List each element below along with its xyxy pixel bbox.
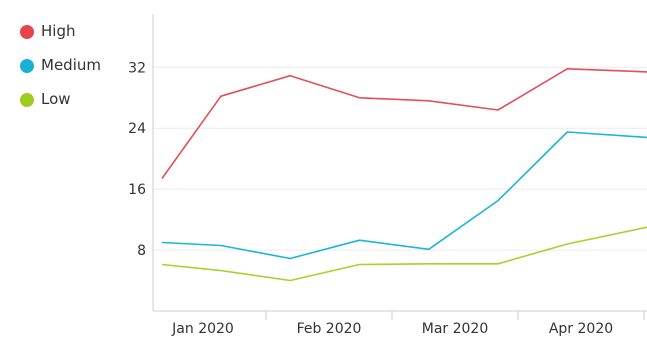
x-tick-label-1: Feb 2020 — [297, 321, 362, 337]
grid-lines — [153, 66, 647, 251]
axes — [152, 14, 647, 320]
series-line-high — [161, 68, 647, 179]
x-tick-label-3: Apr 2020 — [549, 321, 613, 337]
series-lines — [161, 68, 647, 282]
x-tick-label-0: Jan 2020 — [171, 321, 234, 337]
tick-labels: 8 16 24 32 Jan 2020 Feb 2020 Mar 2020 Apr 2020 — [128, 60, 613, 337]
series-line-medium — [161, 131, 647, 260]
legend-label-high: High — [41, 22, 76, 40]
legend-label-medium: Medium — [41, 56, 101, 74]
legend-item-high[interactable]: High — [20, 18, 130, 52]
x-tick-label-2: Mar 2020 — [422, 321, 489, 337]
y-tick-label-8: 8 — [137, 243, 146, 259]
series-line-low — [161, 226, 647, 282]
legend-marker-low — [20, 93, 34, 107]
legend-item-low[interactable]: Low — [20, 86, 130, 120]
legend-marker-medium — [20, 59, 34, 73]
legend-marker-high — [20, 25, 34, 39]
y-tick-label-32: 32 — [128, 60, 146, 76]
y-tick-label-24: 24 — [128, 121, 146, 137]
chart-legend: High Medium Low — [20, 18, 130, 120]
legend-item-medium[interactable]: Medium — [20, 52, 130, 86]
legend-label-low: Low — [41, 90, 71, 108]
y-tick-label-16: 16 — [128, 182, 146, 198]
